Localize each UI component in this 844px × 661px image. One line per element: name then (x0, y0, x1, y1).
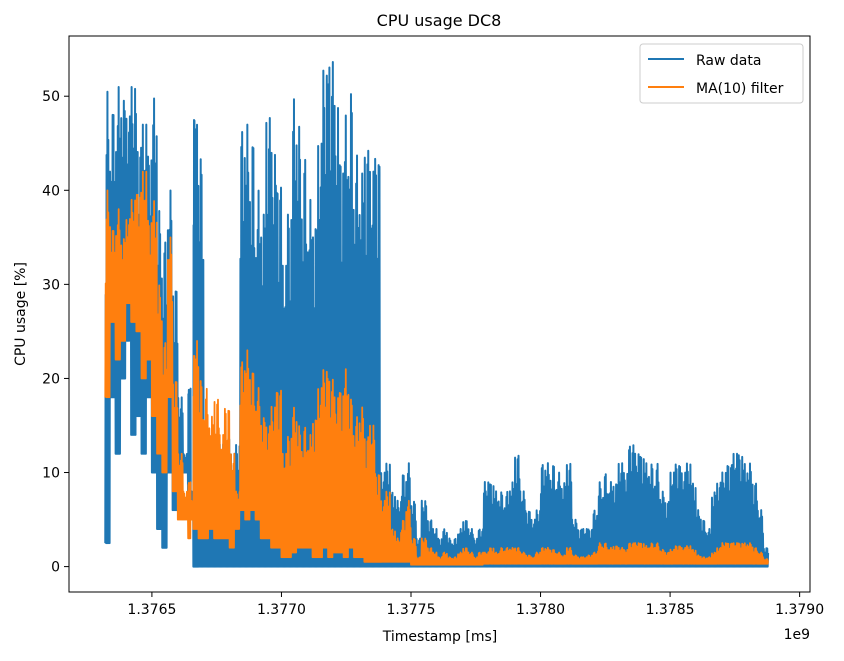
x-tick-label: 1.3790 (775, 602, 824, 618)
x-axis-label: Timestamp [ms] (382, 629, 497, 645)
legend-label-raw-data: Raw data (696, 53, 761, 69)
x-tick-label: 1.3770 (257, 602, 306, 618)
series-line-raw-data (104, 60, 770, 568)
x-tick-label: 1.3765 (127, 602, 176, 618)
x-tick-label: 1.3775 (387, 602, 436, 618)
series-layer (104, 60, 770, 568)
legend: Raw data MA(10) filter (639, 43, 804, 104)
y-axis: 0 10 20 30 40 50 (42, 89, 69, 576)
y-tick-label: 30 (42, 277, 60, 293)
legend-label-ma-filter: MA(10) filter (696, 81, 784, 97)
x-tick-label: 1.3785 (646, 602, 695, 618)
y-tick-label: 20 (42, 371, 60, 387)
y-axis-label: CPU usage [%] (13, 262, 29, 366)
x-offset-label: 1e9 (784, 627, 810, 643)
y-tick-label: 10 (42, 466, 60, 482)
x-tick-label: 1.3780 (516, 602, 565, 618)
y-tick-label: 40 (42, 183, 60, 199)
plot-frame (68, 35, 811, 593)
y-tick-label: 50 (42, 89, 60, 105)
y-tick-label: 0 (51, 560, 60, 576)
chart-title: CPU usage DC8 (377, 11, 502, 30)
x-axis: 1.3765 1.3770 1.3775 1.3780 1.3785 1.3790 (127, 592, 824, 618)
series-line-ma-filter (104, 170, 770, 566)
